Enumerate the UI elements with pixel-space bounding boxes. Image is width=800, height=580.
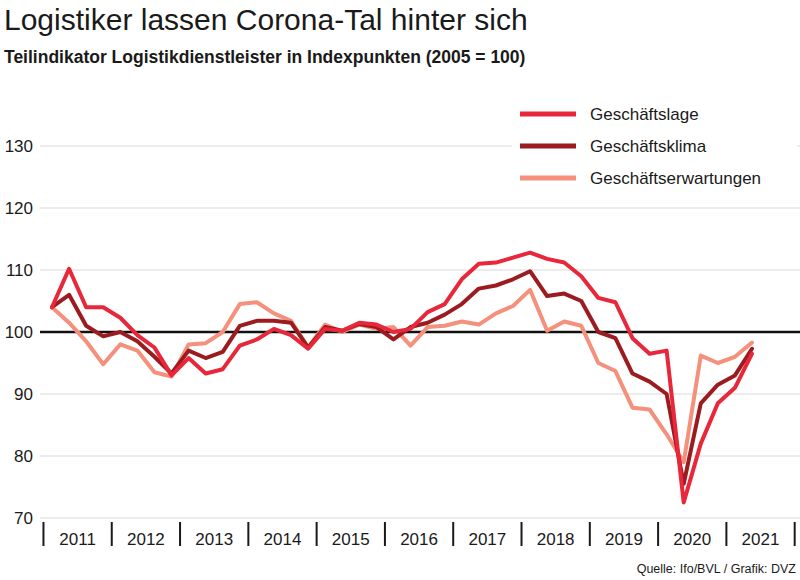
y-tick-label: 90: [14, 385, 33, 404]
x-tick-label: 2017: [468, 530, 506, 549]
x-tick-label: 2013: [195, 530, 233, 549]
legend-label: Geschäftserwartungen: [590, 169, 761, 188]
y-tick-label: 120: [5, 199, 33, 218]
x-tick-label: 2014: [264, 530, 302, 549]
x-tick-label: 2020: [673, 530, 711, 549]
grid: [40, 146, 800, 518]
grid-line: [40, 270, 800, 271]
y-tick-label: 110: [6, 261, 33, 280]
x-tick: [452, 522, 454, 546]
legend: Geschäftslage Geschäftsklima Geschäftserwa…: [512, 100, 797, 192]
series-line: [52, 253, 752, 503]
grid-line: [40, 394, 800, 395]
x-tick: [725, 522, 727, 546]
x-tick: [42, 522, 44, 546]
y-tick-label: 80: [14, 447, 33, 466]
x-tick: [384, 522, 386, 546]
legend-label: Geschäftslage: [590, 105, 699, 124]
x-tick: [589, 522, 591, 546]
series-line: [52, 271, 752, 484]
x-tick: [179, 522, 181, 546]
x-tick: [521, 522, 523, 546]
x-tick-label: 2015: [332, 530, 370, 549]
legend-swatch: [520, 112, 576, 117]
grid-line: [40, 518, 800, 519]
source: Quelle: Ifo/BVL / Grafik: DVZ: [637, 562, 797, 576]
series-line: [52, 290, 752, 462]
grid-line: [40, 208, 800, 209]
x-tick-label: 2021: [742, 530, 780, 549]
x-tick-label: 2019: [605, 530, 643, 549]
lines: [52, 253, 752, 503]
subtitle: Teilindikator Logistikdienstleister in I…: [4, 47, 525, 67]
x-tick: [316, 522, 318, 546]
x-tick: [247, 522, 249, 546]
legend-swatch: [520, 176, 576, 181]
chart: Logistiker lassen Corona-Tal hinter sich…: [0, 0, 800, 580]
x-tick: [111, 522, 113, 546]
grid-line: [40, 332, 800, 333]
x-tick-label: 2012: [127, 530, 165, 549]
legend-label: Geschäftsklima: [590, 137, 707, 156]
x-axis: 2011 2012 2013 2014 2015 2016 2017 2018 2019 2020…: [43, 522, 794, 549]
legend-swatch: [520, 144, 576, 149]
x-tick-label: 2016: [400, 530, 438, 549]
x-tick-label: 2018: [537, 530, 575, 549]
legend-box: [512, 100, 797, 192]
y-tick-label: 70: [14, 509, 33, 528]
y-tick-label: 100: [5, 323, 33, 342]
y-tick-label: 130: [5, 137, 33, 156]
title: Logistiker lassen Corona-Tal hinter sich: [4, 3, 528, 36]
x-tick-label: 2011: [59, 530, 96, 549]
x-tick: [794, 522, 796, 546]
x-tick: [657, 522, 659, 546]
